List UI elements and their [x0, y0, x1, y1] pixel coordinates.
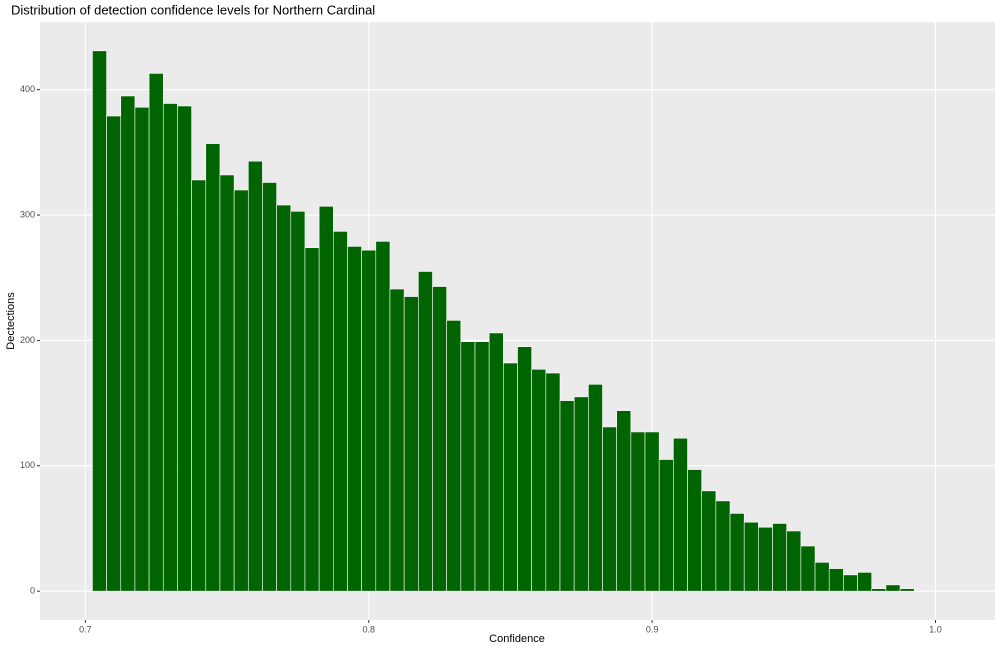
- bar: [120, 95, 136, 592]
- bar: [148, 73, 164, 592]
- x-axis-label: Confidence: [489, 633, 545, 645]
- y-tick-label: 400: [20, 84, 35, 94]
- bar: [432, 286, 447, 592]
- bar: [177, 105, 192, 592]
- bar: [233, 189, 249, 592]
- x-tick-label: 1.0: [929, 624, 942, 634]
- bar: [857, 572, 873, 592]
- bar: [800, 545, 816, 592]
- bar: [814, 562, 830, 592]
- bar: [389, 288, 405, 592]
- bar: [630, 431, 646, 592]
- y-tick-label: 300: [20, 209, 35, 219]
- bar: [517, 346, 532, 592]
- bar: [92, 50, 107, 592]
- bar: [446, 320, 462, 592]
- bar: [290, 211, 306, 592]
- bar: [843, 574, 858, 592]
- x-tick-label: 0.9: [646, 624, 659, 634]
- bar: [772, 523, 788, 592]
- x-tick-label: 0.8: [362, 624, 375, 634]
- x-tick-label: 0.7: [79, 624, 92, 634]
- bar: [658, 459, 674, 592]
- bar: [828, 568, 844, 592]
- bar: [673, 437, 688, 592]
- bar: [276, 204, 292, 592]
- bar: [729, 513, 745, 592]
- bar: [503, 362, 518, 592]
- bar: [361, 249, 377, 592]
- bar: [219, 174, 235, 592]
- y-axis-label: Dectections: [5, 292, 17, 350]
- y-tick-label: 200: [20, 335, 35, 345]
- bar: [162, 103, 178, 592]
- bar: [545, 372, 561, 592]
- bar: [786, 530, 802, 592]
- bar: [871, 588, 887, 592]
- bar: [191, 179, 207, 592]
- bar: [474, 341, 490, 592]
- bar: [418, 271, 433, 592]
- bar: [644, 431, 660, 592]
- bar: [247, 160, 263, 592]
- bar: [899, 588, 915, 592]
- bar: [531, 368, 547, 592]
- bar: [559, 400, 575, 592]
- bar: [134, 106, 150, 592]
- bar: [602, 426, 617, 592]
- bar: [318, 205, 334, 592]
- bar: [758, 526, 773, 592]
- y-tick-label: 100: [20, 460, 35, 470]
- bar: [687, 469, 702, 592]
- bar: [573, 396, 589, 592]
- bar: [885, 584, 901, 592]
- bar: [701, 490, 717, 592]
- bar: [106, 115, 122, 592]
- bar: [403, 296, 419, 592]
- y-tick-label: 0: [30, 586, 35, 596]
- bar: [205, 143, 221, 592]
- bar: [333, 231, 348, 592]
- bar: [304, 247, 320, 592]
- bar: [375, 241, 391, 592]
- bar: [460, 341, 476, 592]
- bar: [715, 500, 731, 592]
- bar: [743, 521, 759, 592]
- bar: [616, 410, 632, 592]
- bar: [262, 182, 277, 592]
- chart-title: Distribution of detection confidence lev…: [11, 2, 375, 17]
- bar: [488, 332, 504, 592]
- bar: [588, 384, 603, 592]
- bar: [347, 246, 362, 592]
